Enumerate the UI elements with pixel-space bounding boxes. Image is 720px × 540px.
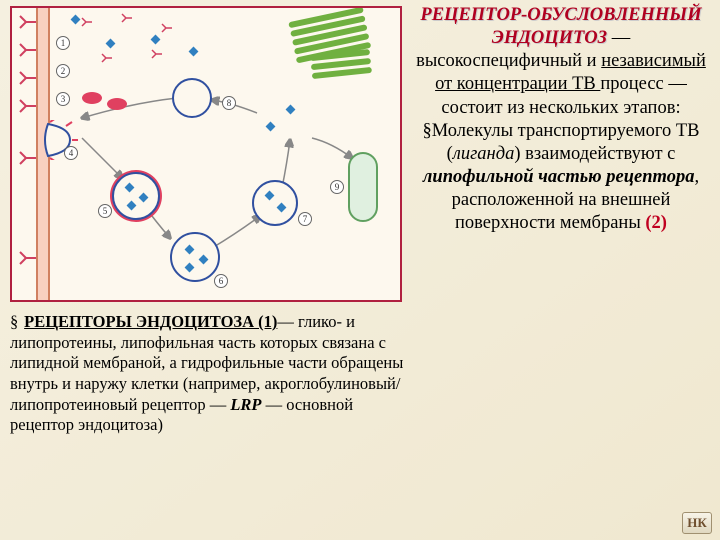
rc-title: РЕЦЕПТОР-ОБУСЛОВЛЕННЫЙ ЭНДОЦИТОЗ	[420, 5, 701, 48]
label-1: 1	[56, 36, 70, 50]
golgi-stack-2	[310, 49, 374, 99]
nk-button[interactable]: НК	[682, 512, 712, 534]
left-heading: РЕЦЕПТОРЫ ЭНДОЦИТОЗА (1)	[24, 312, 277, 331]
right-text-block: РЕЦЕПТОР-ОБУСЛОВЛЕННЫЙ ЭНДОЦИТОЗ — высок…	[412, 4, 710, 235]
label-8: 8	[222, 96, 236, 110]
lysosome	[348, 152, 378, 222]
endocytosis-diagram: 1 2 3 4 5 6 7 8 9	[10, 6, 402, 302]
left-text-block: § РЕЦЕПТОРЫ ЭНДОЦИТОЗА (1)— глико- и лип…	[10, 312, 404, 436]
left-lrp: LRP	[230, 395, 261, 414]
label-4: 4	[64, 146, 78, 160]
rc-p2bold: липофильной частью рецептора	[423, 167, 695, 187]
slide-root: 1 2 3 4 5 6 7 8 9 § РЕЦЕПТОРЫ ЭНДОЦИТОЗА…	[0, 0, 720, 540]
label-2: 2	[56, 64, 70, 78]
label-6: 6	[214, 274, 228, 288]
label-3: 3	[56, 92, 70, 106]
recycling-vesicle	[172, 78, 212, 118]
bullet-marker: §	[10, 312, 20, 333]
rc-bullet: §	[423, 121, 432, 141]
left-column: 1 2 3 4 5 6 7 8 9 § РЕЦЕПТОРЫ ЭНДОЦИТОЗА…	[0, 0, 408, 540]
coated-vesicle	[112, 172, 160, 220]
rc-p2i: лиганда	[453, 144, 515, 164]
early-endosome	[170, 232, 220, 282]
label-7: 7	[298, 212, 312, 226]
label-5: 5	[98, 204, 112, 218]
rc-p2b: ) взаимодействуют с	[514, 144, 675, 164]
endosome-7	[252, 180, 298, 226]
rc-p2num: (2)	[645, 213, 667, 233]
rc-dash: —	[607, 28, 630, 48]
rc-l1: высокоспецифичный и	[416, 51, 601, 71]
right-column: РЕЦЕПТОР-ОБУСЛОВЛЕННЫЙ ЭНДОЦИТОЗ — высок…	[408, 0, 720, 540]
label-9: 9	[330, 180, 344, 194]
